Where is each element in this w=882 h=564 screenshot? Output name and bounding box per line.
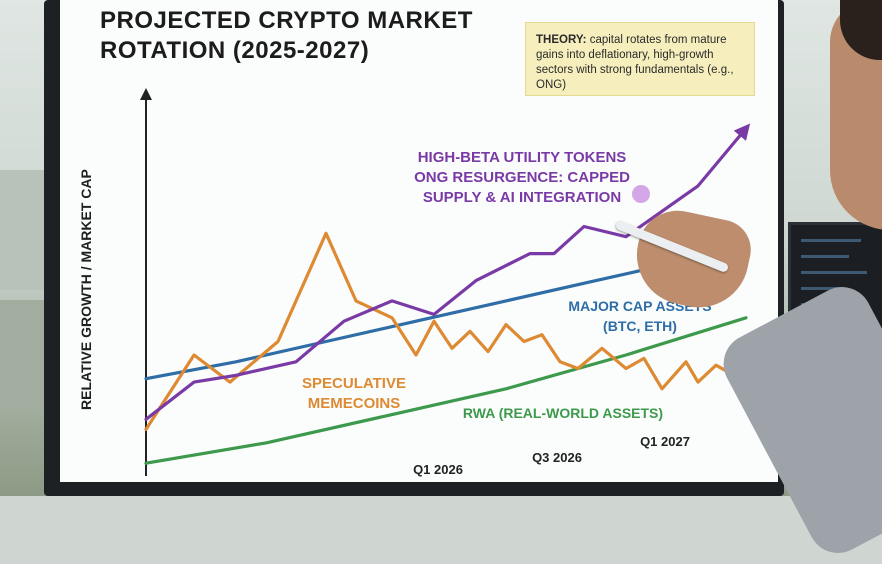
stylus-highlight-dot [632,185,650,203]
series-label-3: RWA (REAL-WORLD ASSETS) [463,405,663,421]
chart-title-line-1: PROJECTED CRYPTO MARKET [100,7,473,34]
chart-plot: Q3 2025 Q1 2026 Q3 2026 Q1 2027 HIGH-BETA UT… [140,88,751,482]
series-line-3 [144,316,748,465]
x-tick-label: Q1 2027 [640,434,690,449]
background-building [0,300,44,410]
background-building [0,170,44,290]
series-label-2: MEMECOINS [308,395,401,412]
chart-title: PROJECTED CRYPTO MARKET ROTATION (2025-2… [100,6,473,66]
secondary-monitor-row [801,287,841,290]
secondary-monitor-row [801,271,867,274]
theory-heading: THEORY: [536,34,587,46]
theory-text: capital rotates from mature gains into d… [536,34,734,91]
x-tick-label: Q1 2026 [413,462,463,477]
chart-title-line-2: ROTATION (2025-2027) [100,37,370,64]
x-tick-label: Q3 2025 [280,480,330,482]
series-label-1: (BTC, ETH) [603,318,677,334]
theory-note: THEORY: capital rotates from mature gain… [525,22,755,96]
series-label-0: SUPPLY & AI INTEGRATION [423,189,621,206]
series-line-0 [144,123,751,421]
secondary-monitor-row [801,239,861,242]
series-label-0: ONG RESURGENCE: CAPPED [414,169,630,186]
series-line-2 [144,231,748,431]
x-tick-label: Q3 2026 [532,450,582,465]
series-label-0: HIGH-BETA UTILITY TOKENS [418,149,627,166]
secondary-monitor-row [801,255,849,258]
series-label-2: SPECULATIVE [302,375,406,392]
